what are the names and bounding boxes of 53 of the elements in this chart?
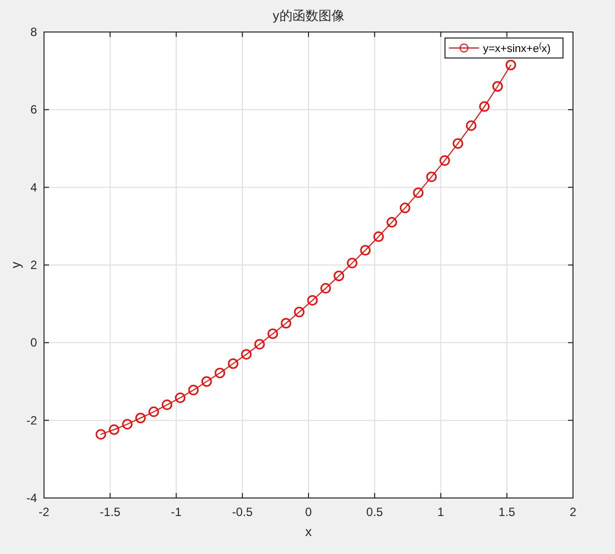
point [214, 368, 226, 378]
y-tick-label: 4 [30, 180, 38, 194]
y-tick-label: 0 [30, 336, 38, 350]
point [334, 270, 344, 282]
point [188, 384, 199, 396]
point [506, 60, 516, 70]
point [426, 172, 437, 182]
point [479, 101, 490, 112]
point [294, 306, 304, 318]
point [96, 429, 106, 440]
chart-title: y的函数图像 [272, 8, 344, 23]
point [148, 406, 160, 418]
point [228, 358, 238, 369]
legend-label: y=x+sinx+e$^{(}$x) [483, 40, 551, 55]
y-tick-label: 2 [30, 258, 38, 272]
x-axis-title: x [305, 524, 312, 539]
point [373, 231, 384, 242]
x-tick-label: 0.5 [366, 505, 384, 519]
point [241, 349, 252, 360]
y-tick-label: -4 [26, 491, 38, 505]
point [452, 138, 464, 149]
legend: y=x+sinx+e$^{(}$x) [444, 38, 564, 58]
point [307, 295, 318, 306]
x-tick-label: -1 [170, 505, 182, 519]
y-tick-label: 6 [30, 102, 38, 117]
point [201, 376, 212, 387]
point [346, 258, 358, 268]
point [280, 318, 292, 328]
point [108, 424, 120, 435]
x-tick-label: -2 [38, 505, 50, 519]
point [439, 155, 450, 166]
point [386, 217, 398, 228]
x-tick-label: -0.5 [232, 505, 254, 519]
point [360, 244, 371, 256]
point [122, 418, 133, 430]
point [174, 392, 186, 404]
x-tick-label: 1.5 [498, 505, 516, 519]
point [466, 120, 476, 131]
x-tick-label: 0 [305, 505, 312, 519]
y-axis-title: y [8, 261, 23, 268]
point [135, 412, 146, 424]
point [162, 400, 172, 410]
point [492, 81, 503, 92]
point [268, 328, 278, 339]
point [413, 188, 424, 198]
y-tick-label: -2 [26, 413, 38, 428]
y-tick-label: 8 [30, 25, 38, 39]
x-tick-label: -1.5 [100, 505, 121, 519]
x-tick-label: 2 [570, 505, 577, 519]
point [254, 338, 265, 350]
point [320, 283, 331, 294]
x-tick-label: 1 [437, 505, 444, 519]
point [400, 202, 410, 214]
